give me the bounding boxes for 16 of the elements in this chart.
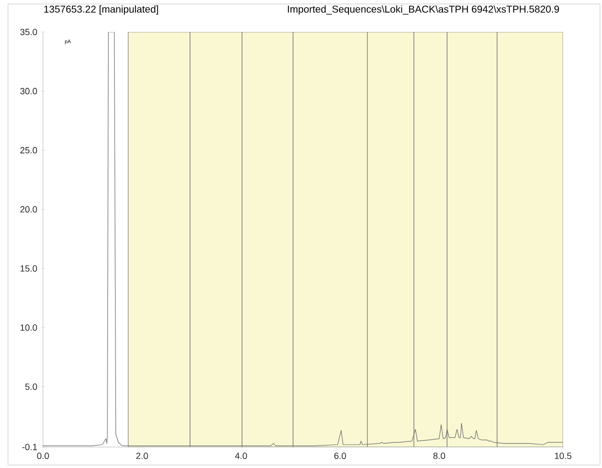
y-tick-label: 5.0 xyxy=(25,384,38,390)
y-tick-label: -0.1 xyxy=(22,444,37,450)
x-tick-label: 2.0 xyxy=(136,452,148,459)
y-tick-label: 35.0 xyxy=(20,28,38,36)
chart-subtitle: Imported_Sequences\Loki_BACK\asTPH 6942\xsTPH.5820.9 xyxy=(288,5,559,15)
chart-title: 1357653.22 [manipulated] xyxy=(44,5,158,15)
x-tick-label: 4.0 xyxy=(235,452,247,459)
y-tick-label: 30.0 xyxy=(20,88,38,94)
x-tick-label: 8.0 xyxy=(433,452,446,459)
y-tick-label: 15.0 xyxy=(20,265,38,272)
x-tick-label: 0.0 xyxy=(37,452,49,459)
x-tick-label: 6.0 xyxy=(334,452,346,459)
x-tick-label: 10.5 xyxy=(554,452,572,459)
y-tick-label: 20.0 xyxy=(20,206,38,213)
y-tick-label: 10.0 xyxy=(20,324,38,331)
y-tick-label: 25.0 xyxy=(20,147,38,154)
